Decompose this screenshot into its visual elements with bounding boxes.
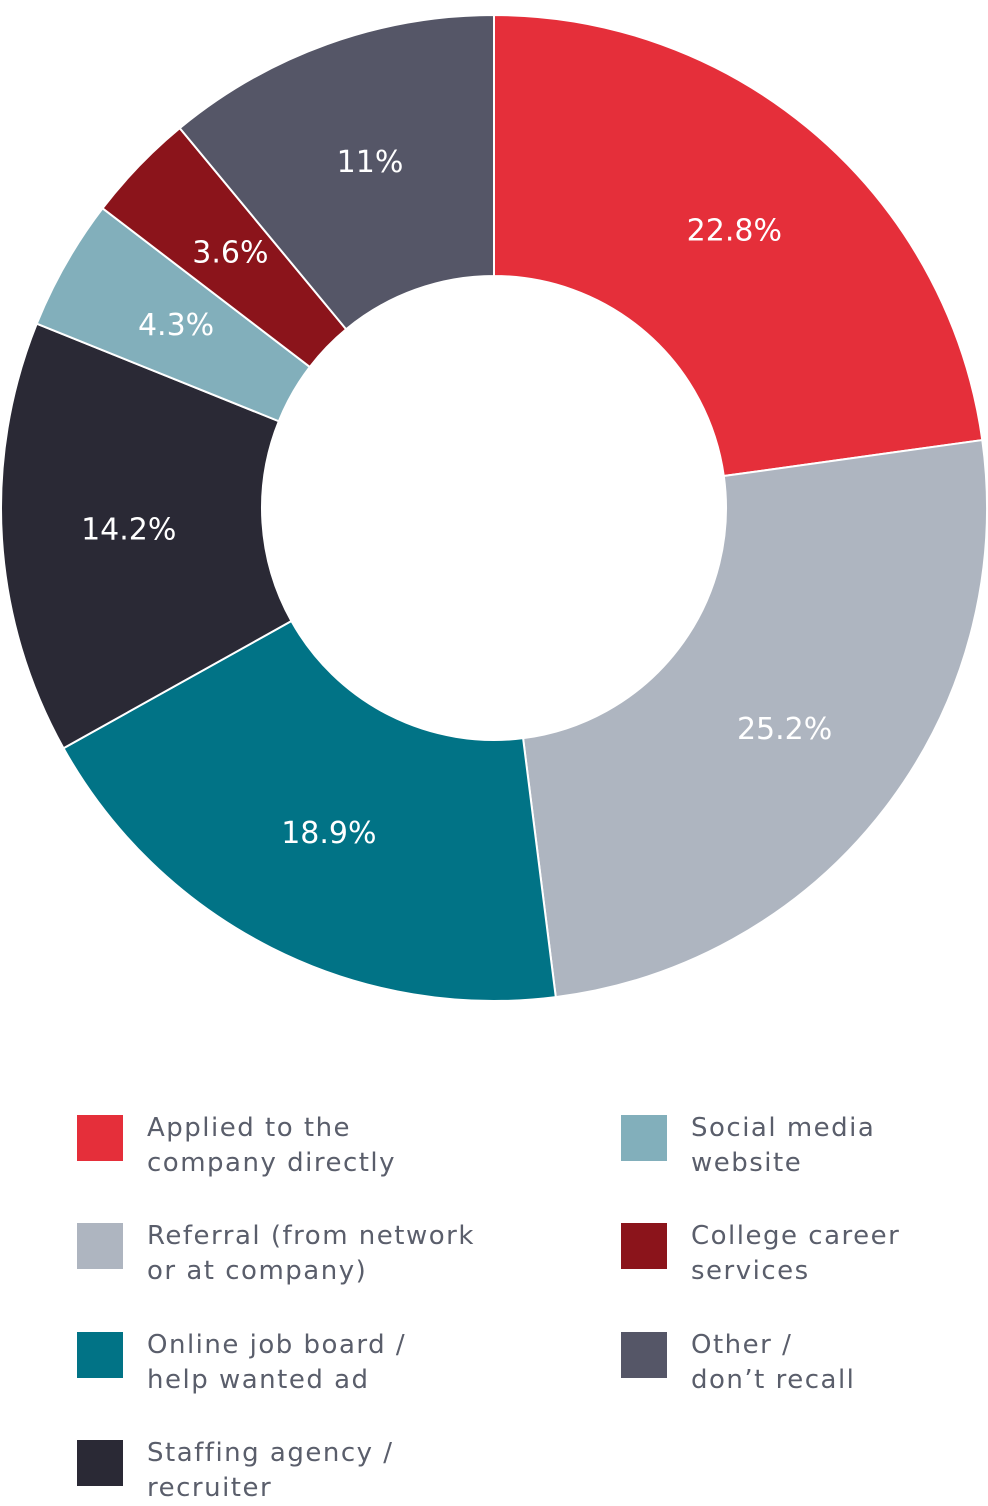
legend-label: recruiter (147, 1473, 273, 1503)
legend-item-referral: Referral (from network or at company) (77, 1219, 475, 1289)
legend-label: College career (691, 1221, 901, 1251)
data-label: 25.2% (737, 712, 832, 747)
data-label: 22.8% (687, 213, 782, 248)
legend-item-online-job-board: Online job board / help wanted ad (77, 1328, 406, 1398)
legend-swatch (621, 1223, 667, 1269)
legend-label: don’t recall (691, 1365, 856, 1395)
legend-label: Applied to the (147, 1113, 352, 1143)
legend-label: Staffing agency / (147, 1438, 394, 1468)
pie-slice (521, 438, 988, 999)
data-label: 11% (337, 145, 404, 180)
donut-chart: 22.8% 25.2% 18.9% 14.2% 4.3% 3.6% 11% (0, 13, 988, 1002)
legend-label: company directly (147, 1148, 397, 1178)
legend-label: website (691, 1148, 803, 1178)
legend-swatch (77, 1223, 123, 1269)
pie-slice (493, 13, 984, 478)
legend-label: Social media (691, 1113, 876, 1143)
pie-slice (62, 619, 557, 1002)
legend-item-applied-directly: Applied to the company directly (77, 1111, 396, 1181)
legend-swatch (621, 1115, 667, 1161)
legend-item-social-media: Social media website (621, 1111, 875, 1181)
legend-swatch (77, 1332, 123, 1378)
legend-item-college-career: College career services (621, 1219, 900, 1289)
legend-swatch (621, 1332, 667, 1378)
data-label: 4.3% (138, 308, 214, 343)
pie-slice (0, 322, 293, 750)
pie-slice (178, 13, 495, 331)
legend-swatch (77, 1440, 123, 1486)
legend-item-staffing-agency: Staffing agency / recruiter (77, 1436, 394, 1506)
legend-swatch (77, 1115, 123, 1161)
legend-label: Other / (691, 1330, 793, 1360)
legend-item-other: Other / don’t recall (621, 1328, 855, 1398)
data-label: 18.9% (281, 816, 376, 851)
data-label: 14.2% (81, 512, 176, 547)
legend-label: or at company) (147, 1256, 368, 1286)
legend-label: Online job board / (147, 1330, 407, 1360)
legend-label: help wanted ad (147, 1365, 370, 1395)
data-label: 3.6% (192, 236, 268, 271)
legend-label: services (691, 1256, 810, 1286)
legend-label: Referral (from network (147, 1221, 475, 1251)
